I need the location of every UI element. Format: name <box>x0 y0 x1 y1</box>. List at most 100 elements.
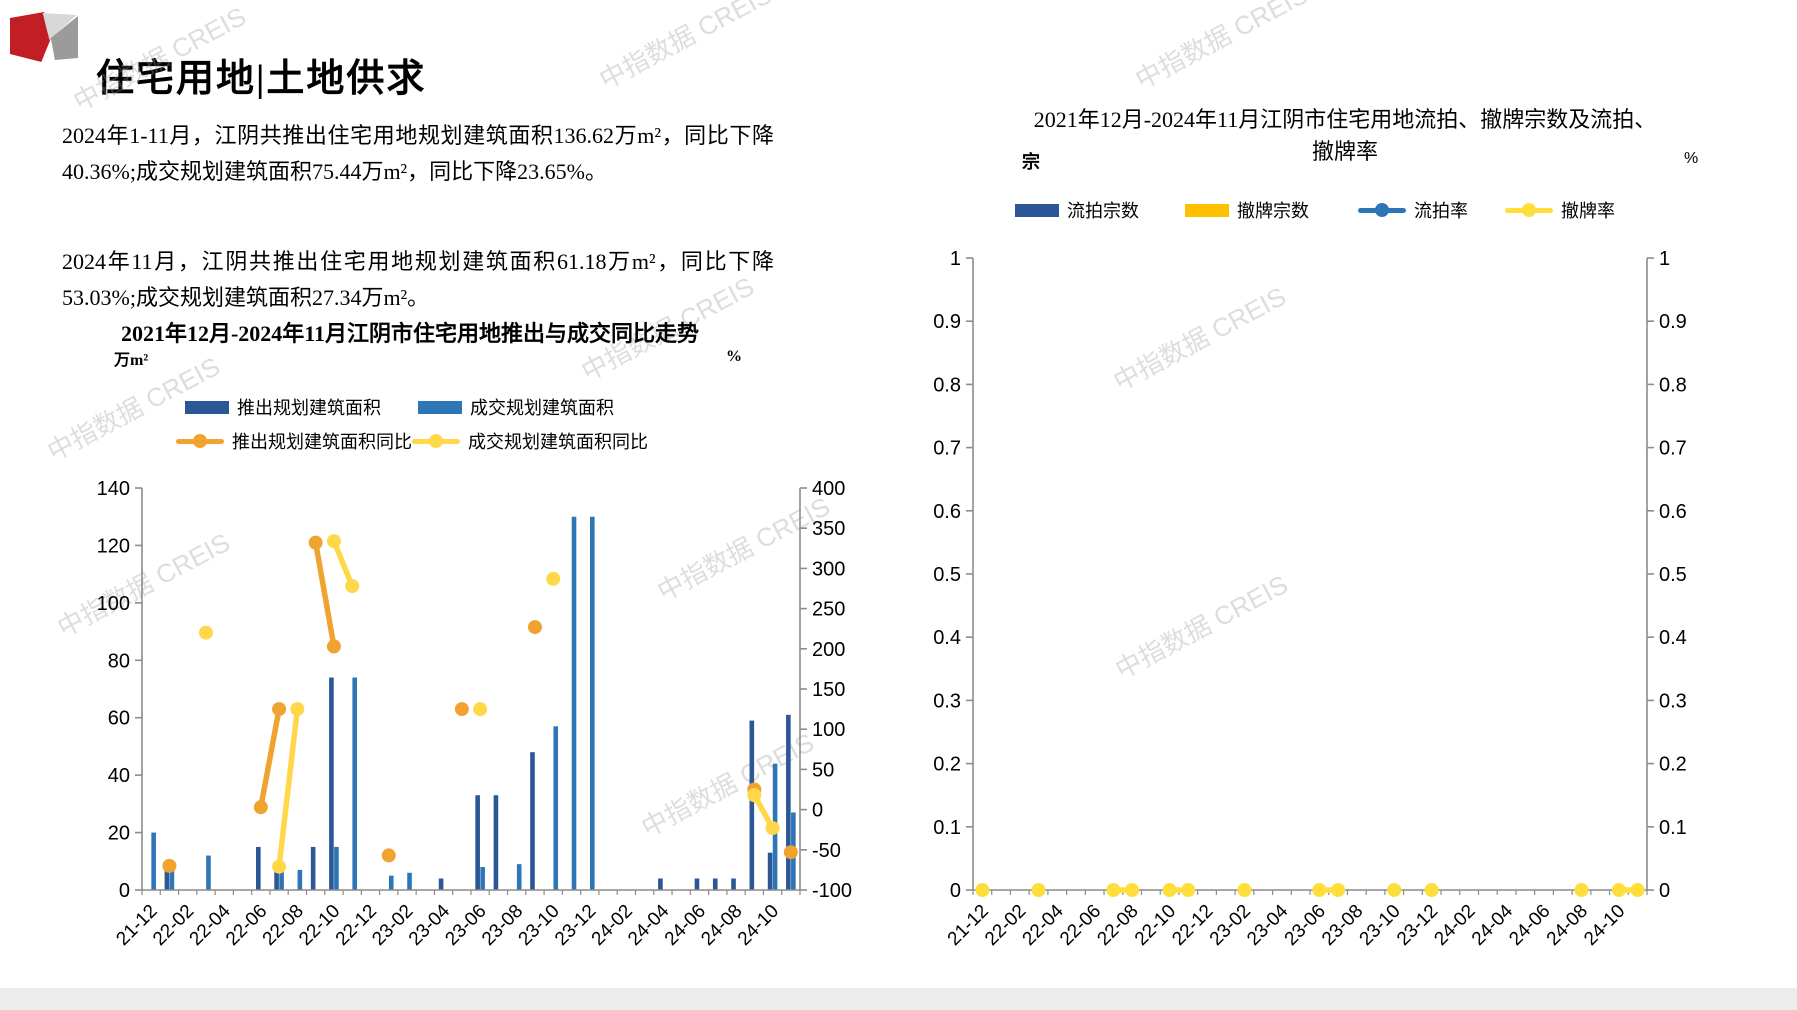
svg-text:21-12: 21-12 <box>112 901 161 950</box>
svg-text:24-04: 24-04 <box>1468 900 1518 950</box>
svg-text:200: 200 <box>812 639 845 661</box>
svg-text:22-12: 22-12 <box>332 901 381 950</box>
left-chart-right-unit: % <box>726 348 742 365</box>
svg-text:100: 100 <box>812 719 845 741</box>
legend-swatch-line <box>1505 207 1553 213</box>
right-chart-left-unit: 宗 <box>1022 152 1040 172</box>
legend-swatch-bar <box>185 400 229 414</box>
auction-withdraw-chart: 0 0.1 0.2 0.3 0.4 0.5 0.6 0.7 0.8 0.9 1 0 0.1 0.2 0.3 0… <box>933 248 1687 950</box>
svg-text:0.1: 0.1 <box>1659 817 1687 839</box>
legend-item: 推出规划建筑面积同比 <box>176 428 412 454</box>
page-title: 住宅用地|土地供求 <box>96 58 427 101</box>
svg-text:0: 0 <box>950 880 961 902</box>
legend-label: 成交规划建筑面积 <box>470 398 614 418</box>
svg-text:23-04: 23-04 <box>1243 900 1293 950</box>
svg-text:22-06: 22-06 <box>1056 901 1105 950</box>
svg-text:24-06: 24-06 <box>661 901 710 950</box>
svg-text:22-04: 22-04 <box>1019 900 1069 950</box>
svg-text:0.4: 0.4 <box>1659 627 1687 649</box>
svg-text:22-10: 22-10 <box>1131 901 1180 950</box>
svg-text:1: 1 <box>1659 248 1670 270</box>
svg-text:400: 400 <box>812 478 845 500</box>
legend-swatch-line <box>176 438 224 444</box>
svg-text:23-10: 23-10 <box>515 901 564 950</box>
right-chart-title-line1: 2021年12月-2024年11月江阴市住宅用地流拍、撤牌宗数及流拍、 <box>1033 107 1657 132</box>
svg-text:0.7: 0.7 <box>1659 438 1687 460</box>
legend-label: 撤牌宗数 <box>1237 201 1309 221</box>
svg-text:22-06: 22-06 <box>222 901 271 950</box>
svg-text:0.3: 0.3 <box>1659 690 1687 712</box>
svg-text:100: 100 <box>97 593 130 615</box>
svg-text:22-02: 22-02 <box>981 901 1030 950</box>
svg-text:21-12: 21-12 <box>944 901 993 950</box>
svg-text:-50: -50 <box>812 840 841 862</box>
svg-text:24-02: 24-02 <box>588 901 637 950</box>
svg-text:0.2: 0.2 <box>1659 754 1687 776</box>
watermark: 中指数据 CREIS <box>1130 0 1313 95</box>
svg-text:0.2: 0.2 <box>933 754 961 776</box>
legend-label: 流拍宗数 <box>1067 201 1139 221</box>
svg-text:350: 350 <box>812 518 845 540</box>
svg-text:0: 0 <box>1659 880 1670 902</box>
svg-text:22-02: 22-02 <box>149 901 198 950</box>
svg-text:300: 300 <box>812 558 845 580</box>
svg-text:23-08: 23-08 <box>1318 901 1367 950</box>
legend-item: 流拍率 <box>1358 197 1468 223</box>
svg-text:22-10: 22-10 <box>295 901 344 950</box>
legend-swatch-line <box>412 438 460 444</box>
legend-label: 推出规划建筑面积 <box>237 398 381 418</box>
svg-text:0.4: 0.4 <box>933 627 961 649</box>
svg-text:1: 1 <box>950 248 961 270</box>
svg-text:0: 0 <box>812 800 823 822</box>
legend-label: 撤牌率 <box>1561 201 1615 221</box>
left-chart-title: 2021年12月-2024年11月江阴市住宅用地推出与成交同比走势 <box>120 321 700 346</box>
svg-text:20: 20 <box>108 823 130 845</box>
svg-text:24-06: 24-06 <box>1505 901 1554 950</box>
svg-text:-100: -100 <box>812 880 852 902</box>
legend-swatch-line <box>1358 207 1406 213</box>
legend-item: 成交规划建筑面积同比 <box>412 428 648 454</box>
legend-swatch-bar <box>1015 203 1059 217</box>
summary-paragraph-2: 2024年11月，江阴共推出住宅用地规划建筑面积61.18万m²，同比下降53.… <box>62 249 774 310</box>
svg-text:24-02: 24-02 <box>1430 901 1479 950</box>
svg-text:60: 60 <box>108 708 130 730</box>
legend-label: 成交规划建筑面积同比 <box>468 432 648 452</box>
legend-swatch-bar <box>1185 203 1229 217</box>
brand-logo-icon <box>10 12 78 62</box>
svg-text:24-10: 24-10 <box>1580 901 1629 950</box>
svg-text:120: 120 <box>97 535 130 557</box>
supply-transaction-chart: 0 20 40 60 80 100 120 140 -100 -50 0 50 100 150 200 250… <box>97 478 852 950</box>
svg-text:0.7: 0.7 <box>933 438 961 460</box>
svg-text:150: 150 <box>812 679 845 701</box>
svg-text:0.1: 0.1 <box>933 817 961 839</box>
svg-text:23-08: 23-08 <box>478 901 527 950</box>
left-chart-left-unit: 万m² <box>114 352 149 369</box>
footer-strip <box>0 988 1797 1010</box>
svg-text:250: 250 <box>812 599 845 621</box>
svg-text:22-12: 22-12 <box>1168 901 1217 950</box>
watermark: 中指数据 CREIS <box>594 0 777 95</box>
right-chart-right-unit: % <box>1684 150 1699 167</box>
legend-item: 撤牌宗数 <box>1185 197 1309 223</box>
legend-label: 流拍率 <box>1414 201 1468 221</box>
legend-item: 流拍宗数 <box>1015 197 1139 223</box>
legend-item: 推出规划建筑面积 <box>185 394 381 420</box>
legend-swatch-bar <box>418 400 462 414</box>
svg-text:24-04: 24-04 <box>624 900 674 950</box>
svg-text:0.6: 0.6 <box>933 501 961 523</box>
svg-text:40: 40 <box>108 765 130 787</box>
svg-text:24-08: 24-08 <box>697 901 746 950</box>
svg-text:22-08: 22-08 <box>259 901 308 950</box>
svg-text:0.3: 0.3 <box>933 690 961 712</box>
svg-text:0.8: 0.8 <box>933 374 961 396</box>
svg-text:80: 80 <box>108 650 130 672</box>
svg-text:23-02: 23-02 <box>368 901 417 950</box>
svg-text:0: 0 <box>119 880 130 902</box>
svg-text:23-06: 23-06 <box>1281 901 1330 950</box>
svg-text:24-10: 24-10 <box>734 901 783 950</box>
legend-label: 推出规划建筑面积同比 <box>232 432 412 452</box>
svg-text:140: 140 <box>97 478 130 500</box>
svg-text:23-12: 23-12 <box>1393 901 1442 950</box>
svg-text:23-04: 23-04 <box>405 900 455 950</box>
